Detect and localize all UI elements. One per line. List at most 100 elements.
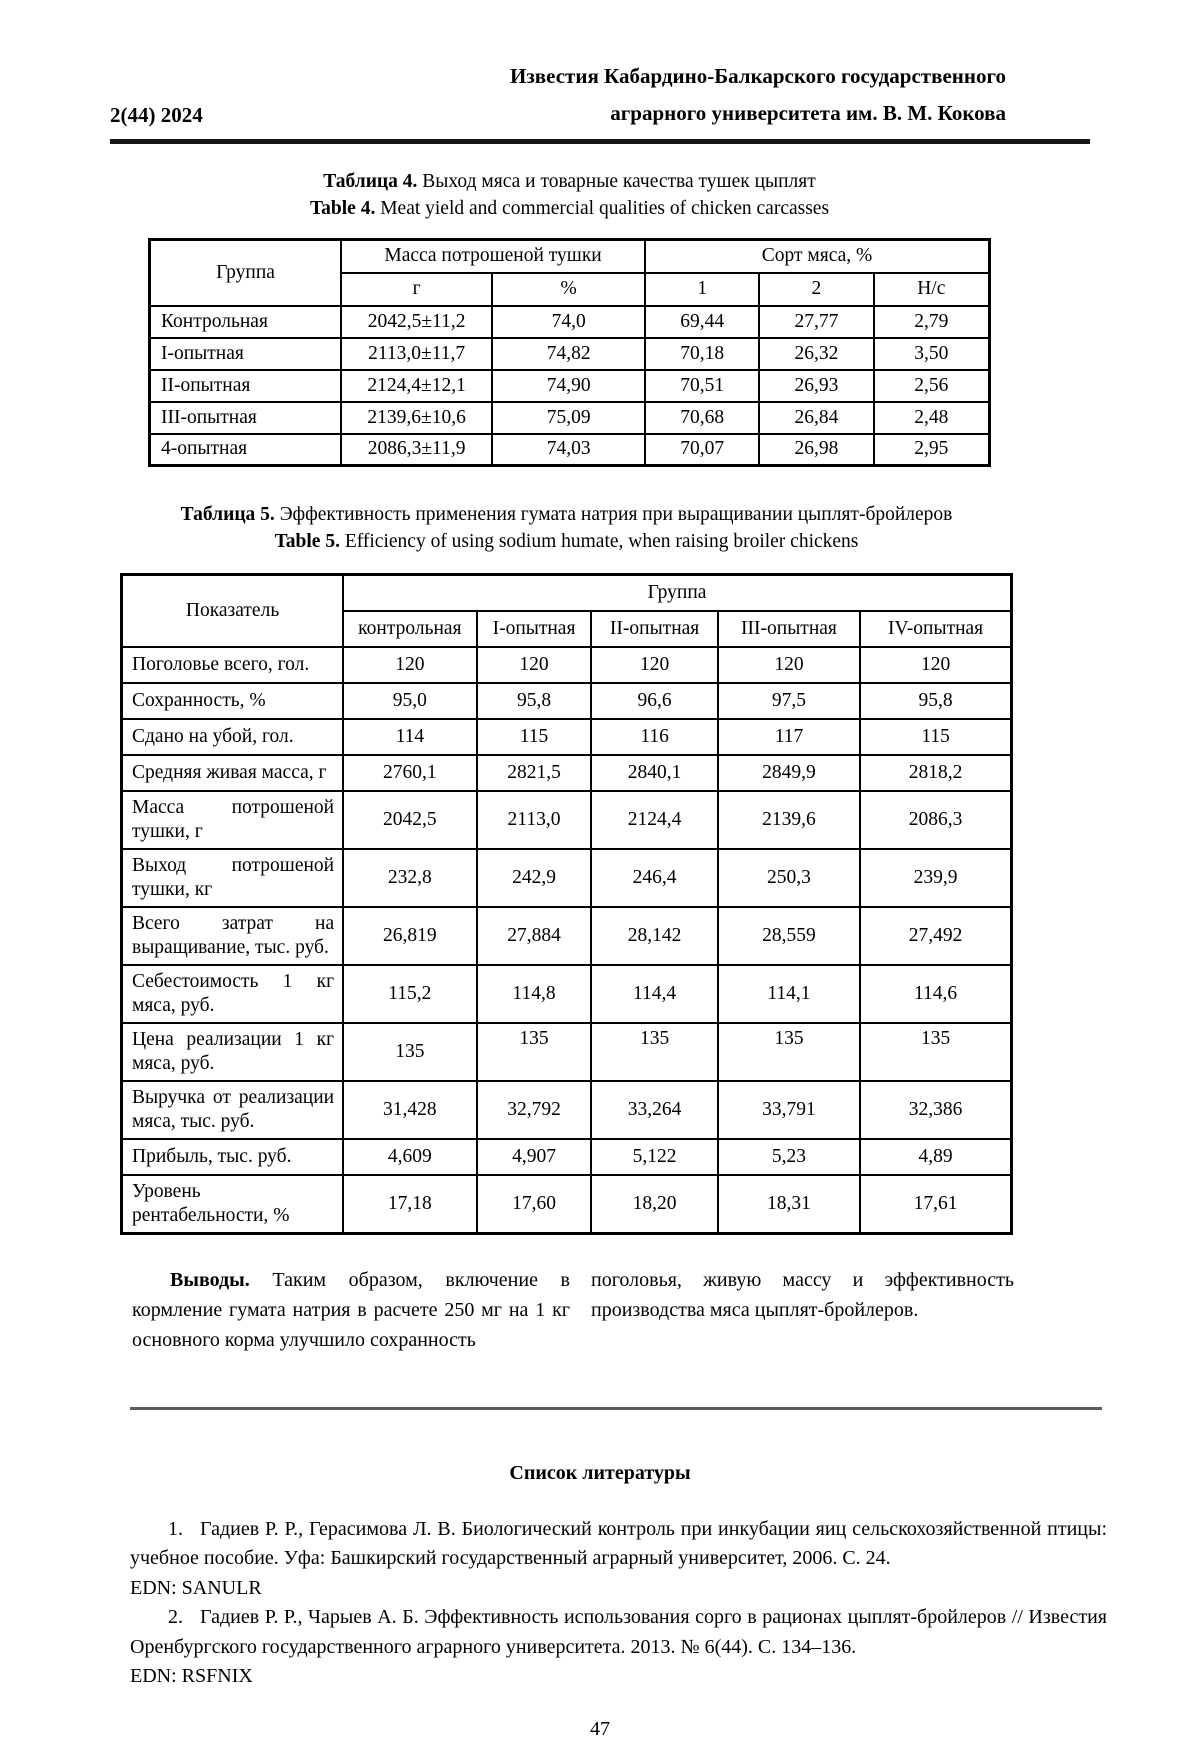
table5-cell: 96,6: [590, 681, 719, 720]
table5-cell: 2760,1: [342, 753, 478, 792]
table4-cell: 75,09: [491, 400, 647, 435]
table5-header-indicator: Показатель: [120, 573, 345, 648]
table4-row-label: Контрольная: [148, 304, 343, 339]
table5-subheader-exp1: I-опытная: [475, 609, 593, 648]
table5-row: Всего затрат на выращивание, тыс. руб. 2…: [120, 905, 1013, 966]
table5-cell: 135: [475, 1021, 593, 1082]
table4-header-mass: Масса потрошеной тушки: [340, 238, 647, 274]
conclusion-lead: Выводы.: [170, 1268, 250, 1291]
table5-row-label: Всего затрат на выращивание, тыс. руб.: [120, 905, 345, 966]
table5-row: Выход потрошеной тушки, кг 232,8 242,9 2…: [120, 847, 1013, 908]
table4-cell: 70,68: [644, 400, 761, 435]
table5-cell: 116: [590, 717, 719, 756]
table5-caption-ru-label: Таблица 5.: [180, 504, 275, 525]
table5-row: Сдано на убой, гол. 114 115 116 117 115: [120, 717, 1013, 756]
conclusion-column-1: Выводы. Таким образом, включение в кормл…: [132, 1265, 570, 1355]
table4-cell: 26,98: [758, 432, 875, 467]
table5-cell: 28,559: [716, 905, 862, 966]
table5-row: Средняя живая масса, г 2760,1 2821,5 284…: [120, 753, 1013, 792]
table4-cell: 2124,4±12,1: [340, 368, 494, 403]
reference-text: Гадиев Р. Р., Чарыев А. Б. Эффективность…: [130, 1606, 1107, 1658]
references-list: 1. Гадиев Р. Р., Герасимова Л. В. Биологи…: [130, 1515, 1107, 1692]
table4-cell: 2,79: [872, 304, 991, 339]
table5-cell: 97,5: [716, 681, 862, 720]
conclusion-text-1: Таким образом, включение в кормление гум…: [132, 1268, 570, 1351]
table5-cell: 250,3: [716, 847, 862, 908]
table4-caption-en: Table 4. Meat yield and commercial quali…: [148, 195, 991, 222]
section-divider: [130, 1406, 1102, 1410]
page-header: 2(44) 2024 Известия Кабардино-Балкарског…: [110, 58, 1090, 132]
reference-edn: EDN: RSFNIX: [130, 1665, 253, 1687]
table4-cell: 27,77: [758, 304, 875, 339]
table4-caption-en-text: Meat yield and commercial qualities of c…: [375, 198, 830, 219]
table5-cell: 2042,5: [342, 789, 478, 850]
table5-subheader-control: контрольная: [342, 609, 478, 648]
table5-cell: 114: [342, 717, 478, 756]
table5-cell: 27,884: [475, 905, 593, 966]
table5-row-label: Выход потрошеной тушки, кг: [120, 847, 345, 908]
table5-cell: 114,8: [475, 963, 593, 1024]
table4-cell: 2113,0±11,7: [340, 336, 494, 371]
table4-cell: 70,51: [644, 368, 761, 403]
table4-cell: 2,56: [872, 368, 991, 403]
table4-row-label: II-опытная: [148, 368, 343, 403]
conclusion-section: Выводы. Таким образом, включение в кормл…: [132, 1265, 1014, 1355]
references-heading: Список литературы: [509, 1461, 691, 1484]
reference-edn: EDN: SANULR: [130, 1576, 262, 1599]
table5-row: Сохранность, % 95,0 95,8 96,6 97,5 95,8: [120, 681, 1013, 720]
conclusion-text-2: поголовья, живую массу и эффективность п…: [591, 1268, 1014, 1321]
table4-subheader-1: 1: [644, 271, 761, 307]
table4-subheader-g: г: [340, 271, 494, 307]
journal-title-line1: Известия Кабардино-Балкарского государст…: [510, 64, 1006, 88]
table4-cell: 2,48: [872, 400, 991, 435]
table5-cell: 95,8: [475, 681, 593, 720]
table5-cell: 33,791: [716, 1079, 862, 1140]
table5-cell: 27,492: [859, 905, 1013, 966]
table5-cell: 120: [475, 645, 593, 684]
table4-row: II-опытная 2124,4±12,1 74,90 70,51 26,93…: [148, 368, 991, 403]
table5-cell: 2124,4: [590, 789, 719, 850]
table4-cell: 70,07: [644, 432, 761, 467]
reference-item: 1. Гадиев Р. Р., Герасимова Л. В. Биологи…: [130, 1515, 1107, 1604]
table5-row: Прибыль, тыс. руб. 4,609 4,907 5,122 5,2…: [120, 1137, 1013, 1176]
table4-row-label: III-опытная: [148, 400, 343, 435]
table5-cell: 17,18: [342, 1173, 478, 1234]
table4-row: I-опытная 2113,0±11,7 74,82 70,18 26,32 …: [148, 336, 991, 371]
table5-cell: 115: [475, 717, 593, 756]
table5-cell: 135: [859, 1021, 1013, 1082]
table5-section: Таблица 5. Эффективность применения гума…: [120, 501, 1013, 1235]
table5-cell: 120: [859, 645, 1013, 684]
table5-row-label: Выручка от реализации мяса, тыс. руб.: [120, 1079, 345, 1140]
table5-row-label: Средняя живая масса, г: [120, 753, 345, 792]
table4-cell: 2042,5±11,2: [340, 304, 494, 339]
table4-cell: 74,0: [491, 304, 647, 339]
table5-cell: 2821,5: [475, 753, 593, 792]
table5-cell: 2139,6: [716, 789, 862, 850]
table5-cell: 5,23: [716, 1137, 862, 1176]
table5-row: Уровень рентабельности, % 17,18 17,60 18…: [120, 1173, 1013, 1234]
table5-cell: 117: [716, 717, 862, 756]
table4-row: Контрольная 2042,5±11,2 74,0 69,44 27,77…: [148, 304, 991, 339]
table4-cell: 26,84: [758, 400, 875, 435]
table5-cell: 18,20: [590, 1173, 719, 1234]
table5-cell: 242,9: [475, 847, 593, 908]
table5-cell: 246,4: [590, 847, 719, 908]
issue-number: 2(44) 2024: [110, 103, 203, 127]
reference-number: 1.: [168, 1517, 183, 1540]
table4-subheader-nc: Н/с: [872, 271, 991, 307]
table5-row-label: Поголовье всего, гол.: [120, 645, 345, 684]
table5-row: Масса потрошеной тушки, г 2042,5 2113,0 …: [120, 789, 1013, 850]
table5-row: Цена реализации 1 кг мяса, руб. 135 135 …: [120, 1021, 1013, 1082]
table5-cell: 114,6: [859, 963, 1013, 1024]
table5-row: Поголовье всего, гол. 120 120 120 120 12…: [120, 645, 1013, 684]
table5-row-label: Сдано на убой, гол.: [120, 717, 345, 756]
table4-caption-ru-label: Таблица 4.: [323, 171, 418, 192]
table5-cell: 4,89: [859, 1137, 1013, 1176]
table5-cell: 114,4: [590, 963, 719, 1024]
table5-cell: 32,792: [475, 1079, 593, 1140]
table4-cell: 74,03: [491, 432, 647, 467]
table5-row-label: Сохранность, %: [120, 681, 345, 720]
table4-row: III-опытная 2139,6±10,6 75,09 70,68 26,8…: [148, 400, 991, 435]
table5-cell: 114,1: [716, 963, 862, 1024]
